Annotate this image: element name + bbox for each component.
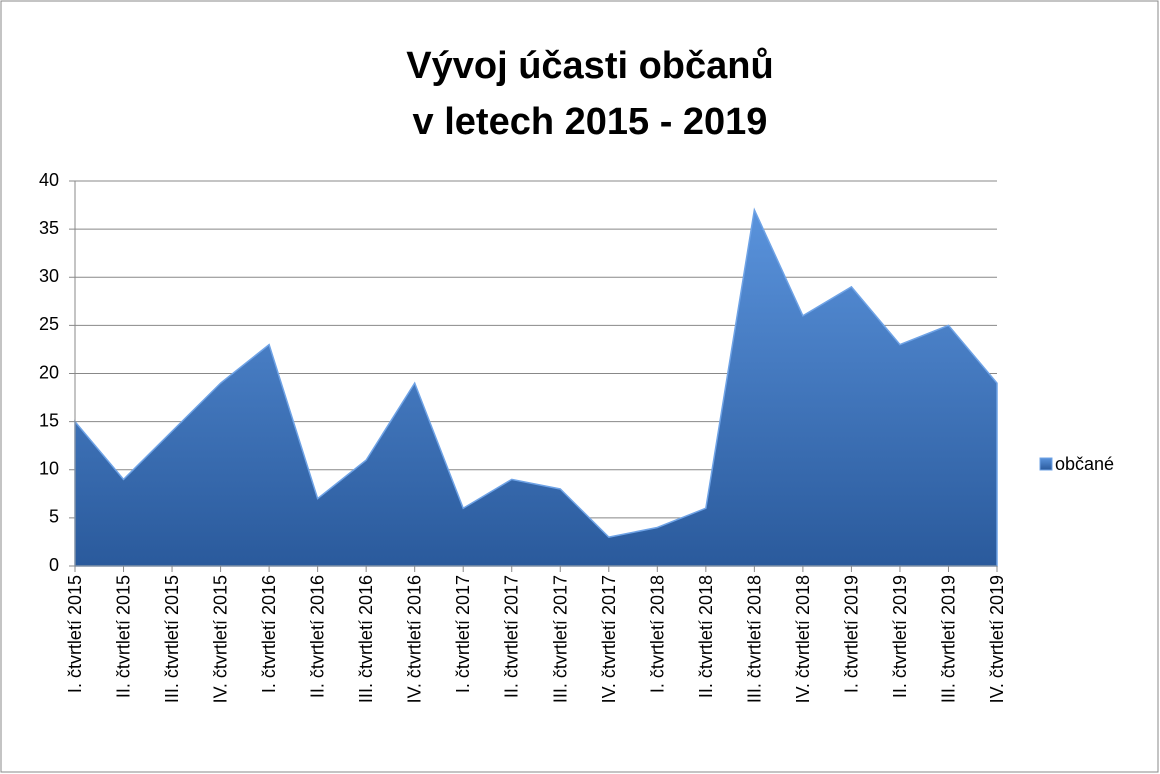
chart-title: Vývoj účasti občanů — [406, 45, 773, 87]
x-tick-label: IV. čtvrtletí 2018 — [793, 575, 813, 703]
x-tick-label: II. čtvrtletí 2016 — [308, 575, 328, 698]
area — [74, 207, 998, 567]
x-tick-label: I. čtvrtletí 2016 — [259, 575, 279, 693]
x-tick-label: I. čtvrtletí 2018 — [647, 575, 667, 693]
y-tick-label: 25 — [39, 314, 59, 334]
legend-label: občané — [1055, 454, 1114, 474]
x-tick-label: IV. čtvrtletí 2017 — [599, 575, 619, 703]
x-tick-label: IV. čtvrtletí 2019 — [987, 575, 1007, 703]
x-tick-label: I. čtvrtletí 2019 — [841, 575, 861, 693]
x-tick-label: IV. čtvrtletí 2016 — [405, 575, 425, 703]
x-tick-label: II. čtvrtletí 2017 — [502, 575, 522, 698]
x-tick-label: III. čtvrtletí 2017 — [550, 575, 570, 703]
chart-title: v letech 2015 - 2019 — [413, 101, 768, 143]
y-tick-label: 0 — [49, 555, 59, 575]
y-tick-label: 15 — [39, 410, 59, 430]
x-tick-label: II. čtvrtletí 2018 — [696, 575, 716, 698]
y-tick-label: 20 — [39, 362, 59, 382]
legend-swatch — [1039, 457, 1053, 471]
x-tick-label: II. čtvrtletí 2015 — [114, 575, 134, 698]
x-tick-label: III. čtvrtletí 2015 — [162, 575, 182, 703]
y-tick-label: 5 — [49, 507, 59, 527]
y-tick-label: 35 — [39, 218, 59, 238]
x-tick-label: I. čtvrtletí 2015 — [65, 575, 85, 693]
x-tick-label: I. čtvrtletí 2017 — [453, 575, 473, 693]
x-tick-label: III. čtvrtletí 2016 — [356, 575, 376, 703]
y-tick-label: 30 — [39, 266, 59, 286]
y-tick-label: 10 — [39, 459, 59, 479]
x-tick-label: II. čtvrtletí 2019 — [890, 575, 910, 698]
x-tick-label: III. čtvrtletí 2018 — [744, 575, 764, 703]
x-tick-label: III. čtvrtletí 2019 — [938, 575, 958, 703]
y-tick-label: 40 — [39, 170, 59, 190]
x-tick-label: IV. čtvrtletí 2015 — [211, 575, 231, 703]
